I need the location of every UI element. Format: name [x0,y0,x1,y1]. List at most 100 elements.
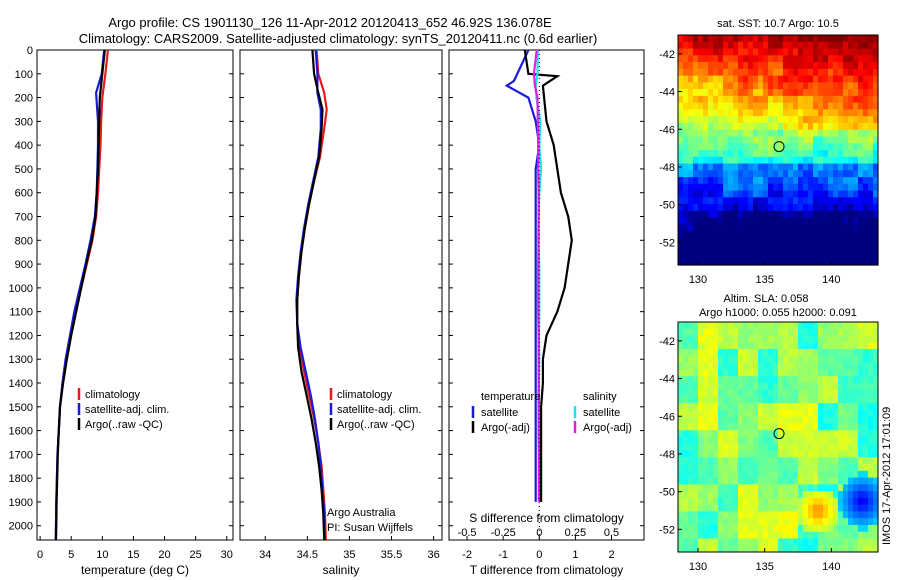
annotation-line: Argo Australia [327,507,396,519]
heatmap-cell [783,430,789,438]
heatmap-cell [753,470,759,479]
heatmap-cell [723,170,729,178]
heatmap-cell [833,183,839,192]
heatmap-cell [843,183,849,192]
heatmap-cell [723,224,729,232]
s-tick-label: 0 [536,527,542,539]
heatmap-cell [863,497,869,506]
heatmap-cell [733,210,739,219]
heatmap-cell [793,163,799,171]
heatmap-cell [868,197,874,205]
heatmap-cell [863,68,869,77]
heatmap-cell [723,258,729,266]
heatmap-cell [818,89,824,97]
heatmap-cell [683,355,689,364]
heatmap-cell [798,362,804,370]
heatmap-cell [763,396,769,404]
heatmap-cell [763,210,769,219]
heatmap-cell [793,224,799,232]
heatmap-cell [743,129,749,138]
heatmap-cell [693,217,699,226]
heatmap-cell [823,204,829,212]
heatmap-cell [868,355,874,364]
heatmap-cell [718,190,724,198]
heatmap-cell [793,231,799,239]
heatmap-cell [683,183,689,192]
heatmap-cell [848,382,854,391]
heatmap-cell [803,109,809,117]
heatmap-cell [818,177,824,185]
heatmap-cell [803,183,809,192]
heatmap-cell [733,403,739,411]
heatmap-cell [768,55,774,63]
heatmap-cell [678,95,684,104]
heatmap-cell [808,491,814,499]
heatmap-cell [793,95,799,104]
heatmap-cell [703,497,709,506]
heatmap-cell [693,328,699,337]
heatmap-cell [803,55,809,63]
heatmap-cell [778,545,784,553]
heatmap-cell [678,55,684,63]
heatmap-cell [743,237,749,246]
heatmap-cell [813,382,819,391]
heatmap-cell [858,443,864,452]
heatmap-cell [723,217,729,226]
heatmap-cell [873,457,879,465]
heatmap-cell [693,102,699,111]
heatmap-cell [793,129,799,138]
heatmap-cell [728,55,734,63]
heatmap-cell [683,210,689,219]
heatmap-cell [763,511,769,519]
heatmap-cell [838,102,844,111]
heatmap-cell [708,538,714,546]
float-position-marker [773,428,785,440]
heatmap-cell [723,322,729,330]
heatmap-cell [763,524,769,533]
heatmap-cell [813,477,819,485]
heatmap-cell [813,328,819,337]
heatmap-cell [818,143,824,151]
heatmap-cell [768,504,774,513]
heatmap-cell [768,75,774,83]
heatmap-cell [678,41,684,50]
heatmap-cell [723,423,729,431]
heatmap-cell [778,35,784,43]
heatmap-cell [823,437,829,445]
y-tick-label: 700 [15,212,33,224]
heatmap-cell [738,382,744,391]
heatmap-cell [783,443,789,452]
heatmap-cell [748,183,754,192]
heatmap-cell [698,62,704,70]
heatmap-cell [693,470,699,479]
heatmap-cell [703,95,709,104]
heatmap-cell [698,217,704,226]
heatmap-cell [698,443,704,452]
heatmap-cell [763,129,769,138]
heatmap-cell [773,224,779,232]
heatmap-cell [718,75,724,83]
heatmap-cell [743,538,749,546]
heatmap-cell [808,48,814,56]
heatmap-cell [848,396,854,404]
heatmap-cell [813,437,819,445]
heatmap-cell [818,190,824,198]
heatmap-cell [823,430,829,438]
heatmap-cell [848,82,854,90]
heatmap-cell [703,423,709,431]
heatmap-cell [738,143,744,151]
heatmap-cell [778,143,784,151]
heatmap-cell [853,470,859,479]
heatmap-cell [833,497,839,506]
heatmap-cell [873,55,879,63]
heatmap-cell [743,382,749,391]
heatmap-cell [863,89,869,97]
heatmap-cell [758,396,764,404]
heatmap-cell [833,177,839,185]
heatmap-cell [743,470,749,479]
legend-title: salinity [583,391,617,403]
heatmap-cell [788,470,794,479]
heatmap-cell [693,136,699,144]
heatmap-cell [833,464,839,472]
heatmap-cell [698,416,704,425]
